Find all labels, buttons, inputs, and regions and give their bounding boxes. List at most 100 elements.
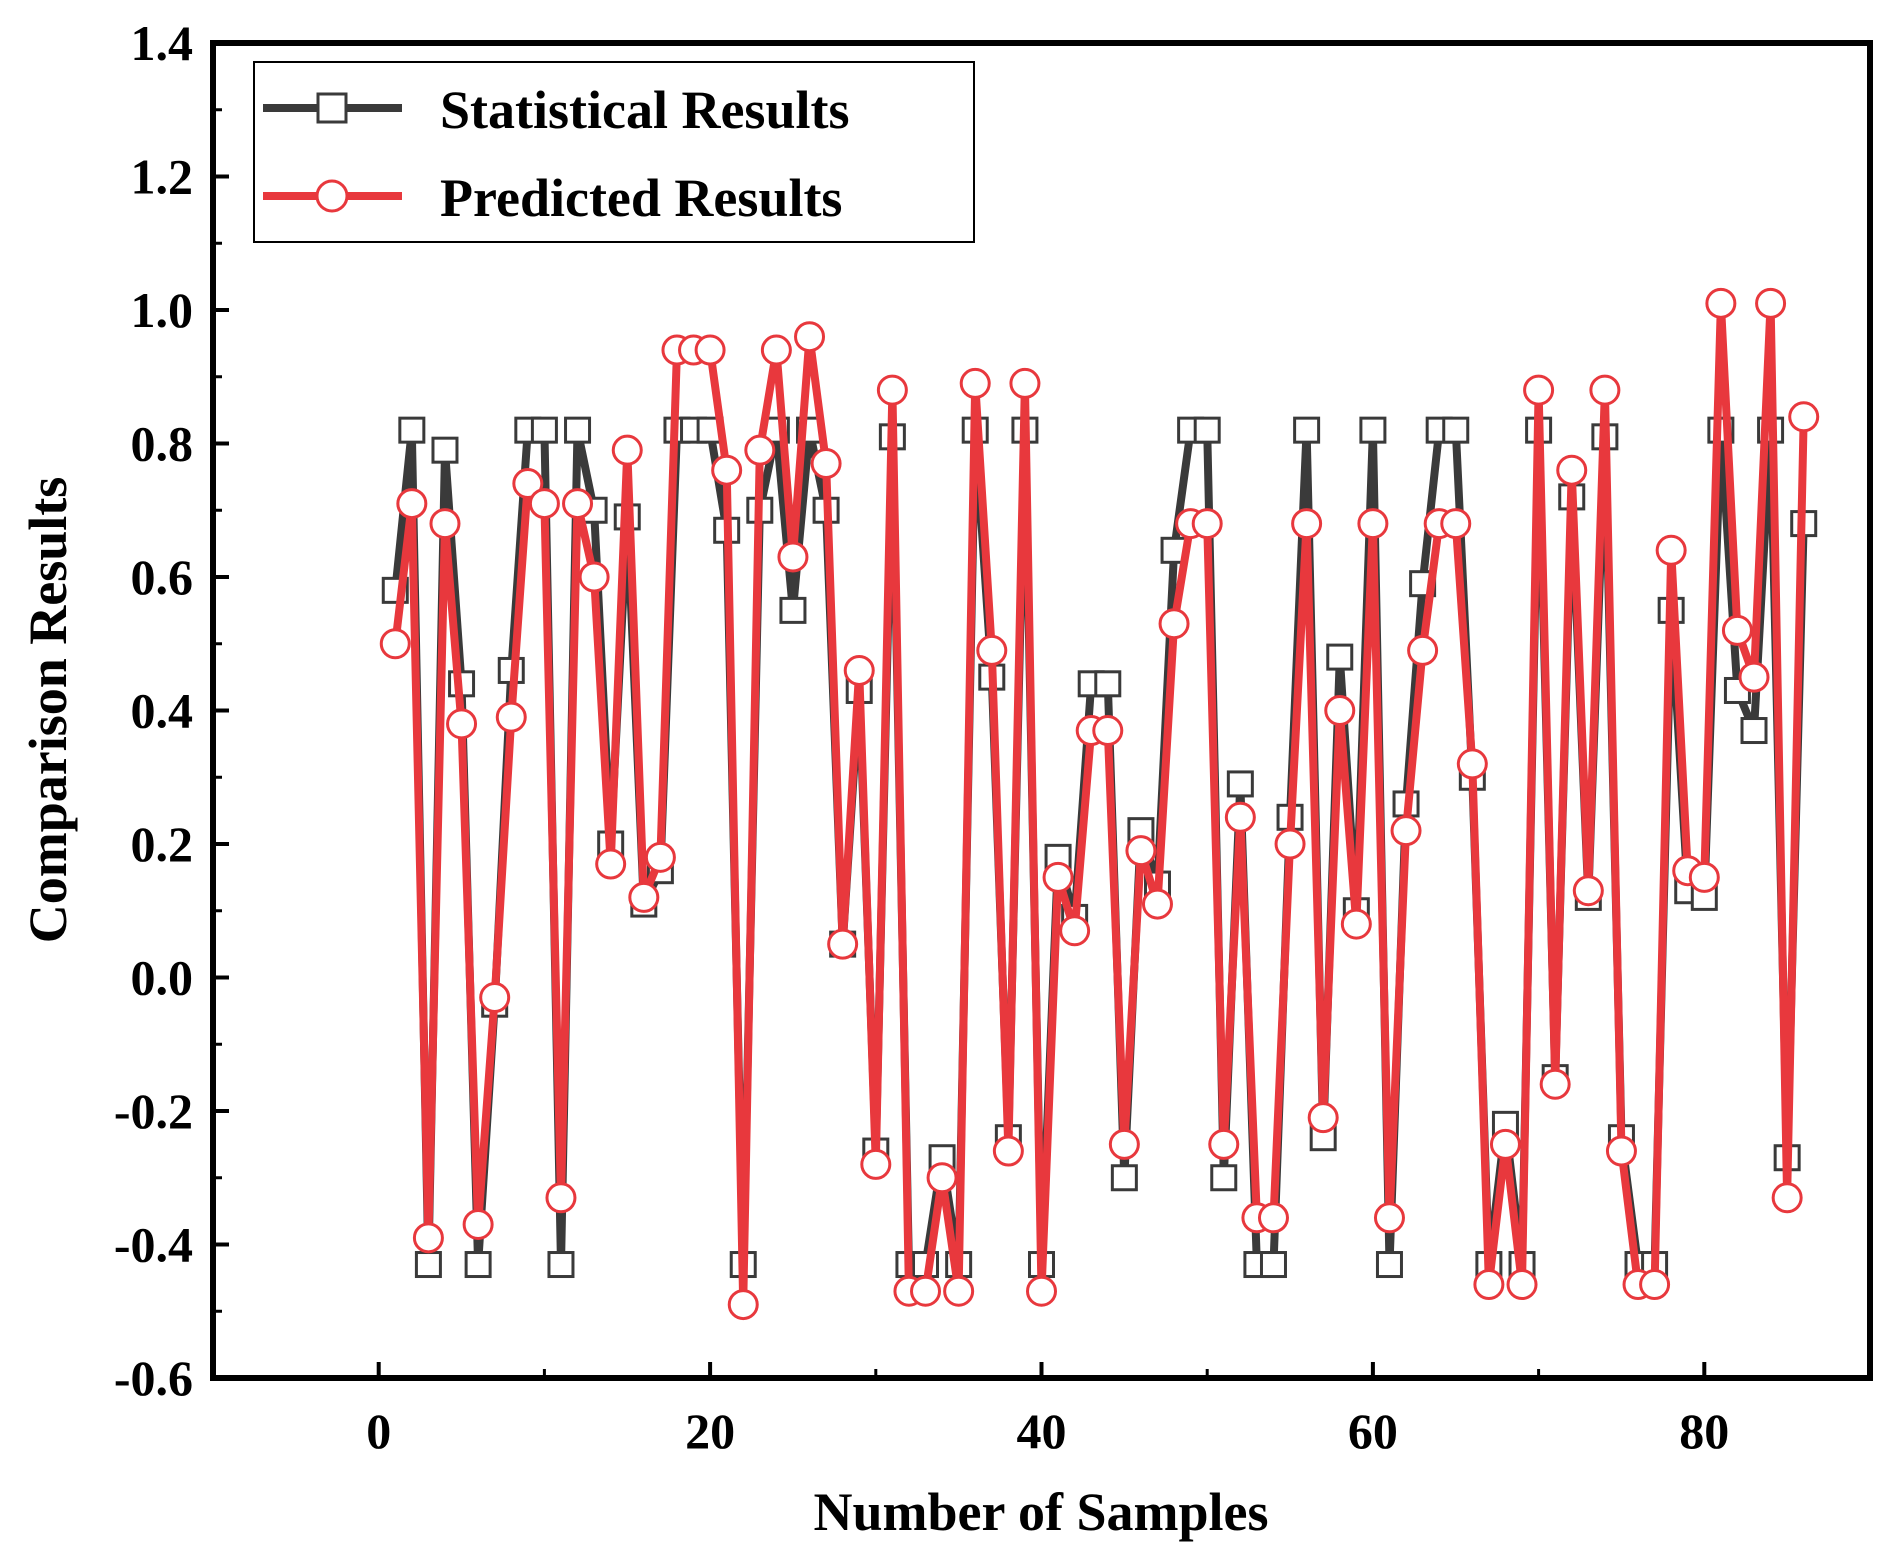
data-point-circle — [562, 488, 594, 520]
data-point-circle — [843, 654, 875, 686]
y-tick-label: 0.6 — [131, 549, 194, 605]
legend-marker-circle — [315, 179, 349, 213]
data-point-circle — [1324, 695, 1356, 726]
data-point-circle — [396, 488, 428, 520]
x-tick-label: 20 — [685, 1403, 735, 1459]
data-point-circle — [628, 881, 660, 913]
data-point-circle — [1158, 608, 1190, 640]
x-tick-label: 40 — [1017, 1403, 1067, 1459]
data-point-square — [1375, 1251, 1403, 1279]
y-tick-label: 0.0 — [131, 950, 194, 1006]
data-point-circle — [1589, 374, 1621, 406]
data-point-circle — [462, 1208, 494, 1240]
series-layer — [379, 287, 1820, 1321]
data-point-circle — [644, 841, 676, 873]
y-tick-label: -0.6 — [114, 1350, 193, 1406]
legend-label-predicted: Predicted Results — [440, 168, 842, 228]
data-point-circle — [1556, 454, 1588, 486]
y-tick-label: 1.0 — [131, 282, 194, 338]
data-point-square — [1193, 416, 1221, 444]
data-point-circle — [827, 928, 859, 960]
data-point-circle — [959, 367, 991, 399]
data-point-square — [1740, 717, 1768, 745]
data-point-square — [431, 436, 459, 464]
y-tick-label: -0.2 — [114, 1083, 193, 1139]
data-point-circle — [777, 541, 809, 573]
data-point-circle — [910, 1275, 942, 1307]
data-point-circle — [1788, 401, 1820, 433]
data-point-circle — [1108, 1128, 1140, 1160]
data-point-square — [1442, 416, 1470, 444]
data-point-square — [1259, 1251, 1287, 1279]
data-point-circle — [744, 434, 776, 466]
data-point-square — [414, 1251, 442, 1279]
data-point-circle — [1026, 1275, 1057, 1307]
data-point-circle — [860, 1148, 892, 1180]
data-point-circle — [1506, 1269, 1538, 1301]
legend-box — [253, 61, 975, 243]
axis-ticks — [211, 41, 1872, 1380]
y-tick-label: 1.2 — [131, 149, 194, 205]
data-point-circle — [545, 1182, 577, 1214]
y-tick-label: 1.4 — [131, 15, 194, 71]
data-point-circle — [943, 1275, 975, 1307]
data-point-circle — [1523, 374, 1555, 406]
data-point-circle — [1473, 1269, 1505, 1301]
data-point-circle — [1655, 534, 1687, 566]
data-point-square — [547, 1251, 575, 1279]
data-point-circle — [1092, 715, 1124, 747]
data-point-circle — [1407, 634, 1439, 666]
data-point-circle — [512, 468, 544, 500]
data-point-square — [564, 416, 592, 444]
data-point-square — [1110, 1164, 1138, 1192]
data-point-circle — [528, 488, 560, 520]
series-predicted — [379, 287, 1820, 1321]
data-point-circle — [1042, 861, 1074, 893]
data-point-circle — [495, 701, 527, 733]
data-point-circle — [1274, 828, 1306, 860]
data-point-circle — [1257, 1202, 1289, 1234]
y-tick-label: 0.2 — [131, 816, 194, 872]
data-point-circle — [578, 561, 610, 593]
data-point-circle — [926, 1162, 958, 1194]
data-point-circle — [1456, 748, 1488, 780]
data-point-circle — [694, 334, 726, 366]
data-point-square — [1160, 536, 1188, 564]
data-point-circle — [1208, 1128, 1240, 1160]
data-point-circle — [412, 1222, 444, 1254]
data-point-circle — [1771, 1182, 1803, 1214]
data-point-circle — [1738, 661, 1770, 693]
data-point-square — [1326, 643, 1354, 671]
y-tick-label: 0.4 — [131, 683, 194, 739]
x-tick-label: 60 — [1348, 1403, 1398, 1459]
data-point-circle — [1390, 815, 1422, 847]
data-point-circle — [1009, 367, 1041, 399]
x-tick-label: 80 — [1679, 1403, 1729, 1459]
data-point-circle — [429, 508, 461, 540]
data-point-square — [1226, 770, 1254, 798]
data-point-circle — [794, 321, 826, 353]
data-point-square — [1210, 1164, 1238, 1192]
data-point-circle — [992, 1135, 1024, 1167]
data-point-circle — [1224, 801, 1256, 833]
x-tick-label: 0 — [366, 1403, 391, 1459]
data-point-square — [1293, 416, 1321, 444]
data-point-circle — [1357, 508, 1389, 540]
data-point-circle — [711, 454, 743, 486]
data-point-square — [779, 596, 807, 624]
data-point-circle — [1141, 888, 1173, 920]
data-point-circle — [1539, 1068, 1571, 1100]
data-point-square — [1359, 416, 1387, 444]
data-point-circle — [611, 434, 643, 466]
data-point-circle — [1191, 508, 1223, 540]
data-point-circle — [446, 708, 478, 740]
data-point-circle — [479, 982, 511, 1014]
data-point-circle — [727, 1289, 759, 1321]
data-point-circle — [1125, 835, 1157, 867]
y-tick-label: -0.4 — [114, 1217, 193, 1273]
data-point-circle — [1605, 1135, 1637, 1167]
data-point-circle — [595, 848, 627, 880]
data-point-square — [464, 1251, 492, 1279]
data-point-circle — [1639, 1269, 1671, 1301]
